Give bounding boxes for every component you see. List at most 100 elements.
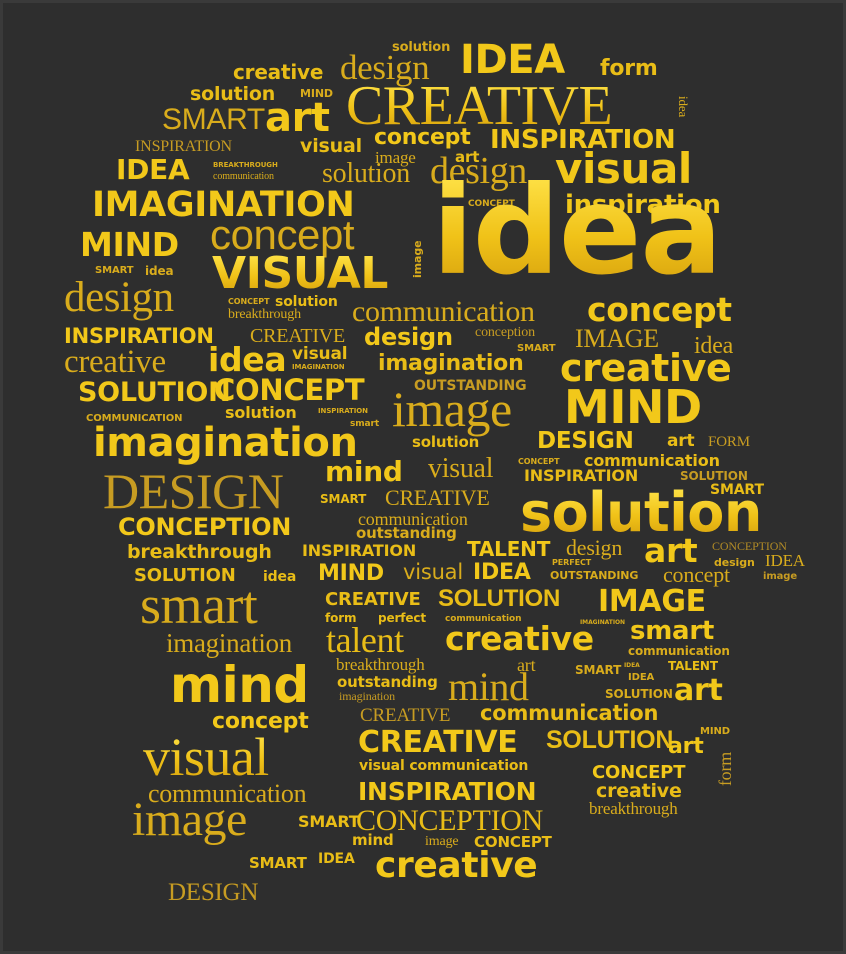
word-cloud-word: IMAGINATION [580, 619, 625, 626]
word-cloud-word: IMAGE [575, 324, 659, 353]
word-cloud-word: concept [663, 562, 730, 587]
word-cloud-word: visual [143, 727, 269, 787]
word-cloud-word: CONCEPT [214, 373, 365, 407]
word-cloud-word: idea [145, 264, 174, 278]
word-cloud-word: idea [694, 333, 734, 359]
word-cloud-word: CREATIVE [250, 325, 346, 347]
word-cloud-word: imagination [378, 351, 524, 376]
word-cloud-word: conception [475, 325, 536, 340]
word-cloud-word: outstanding [337, 673, 438, 691]
word-cloud-word: concept [587, 290, 732, 329]
word-cloud-word: INSPIRATION [490, 125, 676, 155]
word-cloud-word: communication [352, 295, 535, 328]
word-cloud-word: breakthrough [589, 799, 678, 818]
word-cloud-word: solution [322, 158, 410, 189]
word-cloud-word: IDEA [628, 672, 655, 683]
word-cloud-word: mind [352, 831, 394, 849]
word-cloud-main-word: idea [432, 160, 723, 302]
word-cloud-word: TALENT [467, 537, 551, 561]
word-cloud-word: perfect [378, 611, 427, 625]
word-cloud-word: DESIGN [537, 428, 634, 454]
word-cloud-word: creative [560, 346, 732, 390]
word-cloud-word: MIND [80, 225, 179, 264]
word-cloud-word: concept [212, 709, 309, 734]
word-cloud-word: CONCEPT [468, 200, 515, 209]
word-cloud-word: PERFECT [552, 558, 592, 567]
word-cloud-word: SMART [710, 483, 764, 497]
word-cloud-word: CREATIVE [358, 725, 518, 760]
word-cloud-word: art [265, 95, 330, 141]
word-cloud-word: MIND [300, 87, 333, 100]
word-cloud-word: IDEA [624, 662, 640, 669]
word-cloud-word: design [714, 556, 755, 569]
word-cloud-word: CREATIVE [325, 589, 421, 610]
word-cloud-word: solution [275, 294, 338, 310]
word-cloud-word: INSPIRATION [524, 466, 639, 485]
word-cloud-word: art [674, 673, 723, 708]
word-cloud-word: art [667, 431, 695, 451]
word-cloud-word: CONCEPT [592, 762, 686, 783]
word-cloud-word: breakthrough [127, 541, 272, 563]
word-cloud-word: MIND [564, 380, 702, 434]
word-cloud-word: mind [448, 664, 529, 709]
word-cloud-word: image [425, 834, 459, 849]
word-cloud-word: idea [263, 569, 297, 585]
word-cloud-word: design [340, 48, 430, 87]
word-cloud-word: communication [584, 451, 720, 470]
word-cloud-word: VISUAL [212, 248, 388, 299]
word-cloud-word: smart [630, 616, 715, 646]
word-cloud-word: smart [350, 419, 380, 429]
word-cloud-word: SMART [320, 492, 367, 506]
word-cloud-word: talent [326, 620, 404, 660]
word-cloud-word: design [566, 535, 623, 560]
word-cloud-word: mind [170, 656, 309, 714]
word-cloud-word: concept [210, 211, 355, 258]
word-cloud-word: CONCEPTION [356, 804, 544, 837]
word-cloud-word: design [430, 152, 527, 190]
word-cloud-word: art [455, 148, 480, 166]
word-cloud-word: creative [596, 780, 682, 802]
word-cloud-word: inspiration [565, 192, 721, 218]
word-cloud-word: CREATIVE [360, 705, 451, 726]
word-cloud-word: art [644, 531, 698, 570]
word-cloud-word: SMART [298, 812, 360, 831]
word-cloud-word: smart [140, 575, 258, 635]
word-cloud-word: IDEA [473, 560, 531, 585]
word-cloud-word: CONCEPT [228, 297, 270, 306]
word-cloud-word: SOLUTION [134, 565, 236, 586]
word-cloud-word: SMART [575, 663, 622, 677]
word-cloud-word: mind [325, 455, 403, 488]
word-cloud-word: design [364, 323, 453, 351]
word-cloud-word: CONCEPT [518, 457, 560, 466]
word-cloud-word: solution [190, 83, 276, 105]
word-cloud-word: communication [480, 701, 659, 725]
word-cloud-word: IDEA [765, 551, 805, 570]
word-cloud-word: INSPIRATION [318, 407, 368, 415]
word-cloud-word: MIND [700, 726, 730, 737]
word-cloud-word: solution [412, 433, 480, 451]
word-cloud-word: IMAGINATION [292, 363, 345, 371]
word-cloud-word: communication [148, 779, 307, 808]
word-cloud-word: INSPIRATION [64, 324, 214, 348]
word-cloud-word: creative [233, 60, 324, 84]
word-cloud-word: INSPIRATION [302, 541, 417, 560]
word-cloud-word: SMART [95, 265, 134, 276]
word-cloud-word: DESIGN [103, 463, 284, 519]
word-cloud-word: MIND [318, 561, 384, 586]
word-cloud-word: breakthrough [228, 307, 301, 322]
word-cloud-word: breakthrough [336, 655, 425, 674]
word-cloud-word: communication [358, 509, 468, 529]
word-cloud-word: image [392, 381, 512, 437]
word-cloud-word: visual communication [359, 758, 529, 774]
word-cloud-word: CONCEPTION [712, 539, 787, 553]
word-cloud-word: CONCEPT [474, 833, 552, 851]
word-cloud-word: solution [520, 481, 762, 544]
word-cloud-word: SOLUTION [438, 585, 561, 612]
word-cloud-word: SMART [249, 854, 307, 872]
word-cloud-word: communication [445, 614, 522, 624]
word-cloud-word: IDEA [318, 851, 355, 867]
word-cloud-word: art [668, 734, 704, 759]
word-cloud-word: IMAGINATION [92, 185, 355, 225]
word-cloud-word: CONCEPTION [118, 513, 292, 541]
